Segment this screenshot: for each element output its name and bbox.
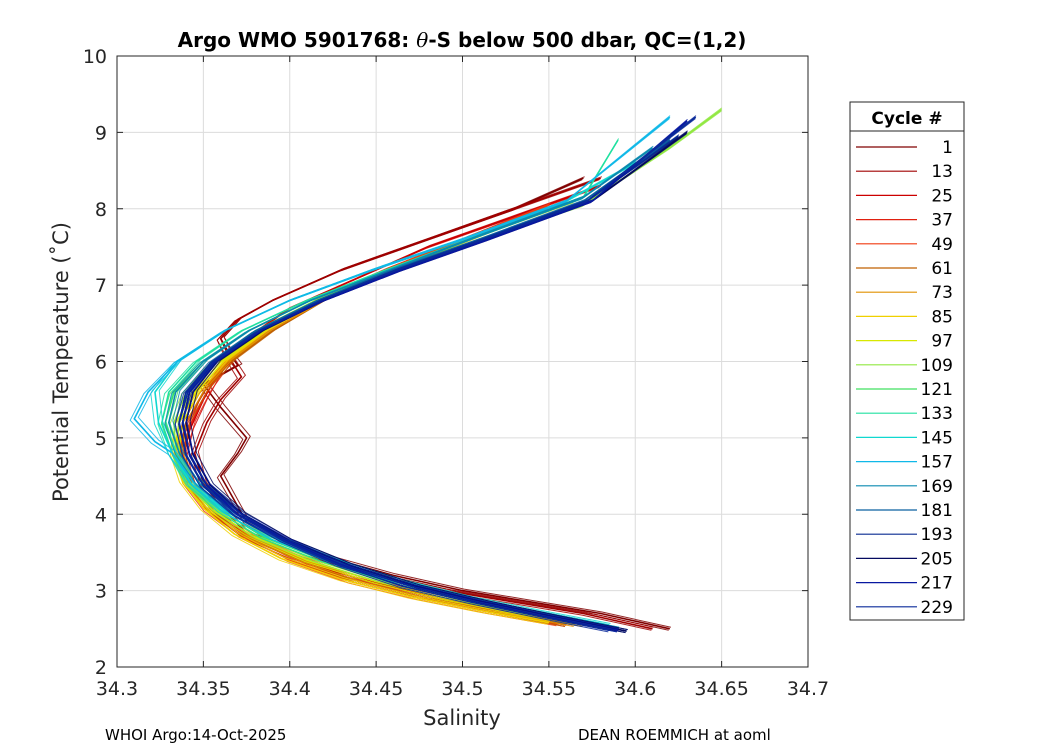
legend: Cycle # 1 13 25 37 49 61 73 85 97 109 121 133 145 157… — [849, 101, 965, 621]
x-tick-label: 34.5 — [441, 678, 483, 700]
legend-label: 169 — [921, 477, 953, 497]
legend-label: 61 — [931, 259, 953, 279]
title-suffix: -S below 500 dbar, QC=(1,2) — [428, 28, 746, 52]
x-tick-label: 34.7 — [787, 678, 829, 700]
legend-label: 205 — [921, 549, 953, 569]
legend-label: 217 — [921, 574, 953, 594]
y-tick-label: 2 — [95, 657, 107, 679]
legend-label: 157 — [921, 453, 953, 473]
x-tick-label: 34.6 — [614, 678, 656, 700]
series-line-variant — [197, 176, 654, 628]
x-tick-label: 34.65 — [694, 678, 748, 700]
x-tick-label: 34.45 — [349, 678, 403, 700]
y-tick-label: 7 — [95, 275, 107, 297]
legend-label: 13 — [931, 162, 953, 182]
x-axis-label: Salinity — [423, 706, 501, 730]
series-line — [178, 116, 697, 632]
x-tick-label: 34.55 — [522, 678, 576, 700]
y-tick-label: 9 — [95, 122, 107, 144]
legend-label: 85 — [931, 307, 953, 327]
footer-left-text: WHOI Argo:14-Oct-2025 — [105, 726, 287, 744]
legend-title: Cycle # — [871, 109, 942, 129]
y-tick-label: 3 — [95, 581, 107, 603]
legend-label: 49 — [931, 235, 953, 255]
x-tick-label: 34.35 — [176, 678, 230, 700]
x-tick-label: 34.4 — [269, 678, 311, 700]
legend-label: 37 — [931, 211, 953, 231]
x-tick-label: 34.3 — [96, 678, 138, 700]
data-lines-group — [129, 107, 723, 634]
footer-right-text: DEAN ROEMMICH at aoml — [578, 726, 771, 744]
legend-label: 193 — [921, 525, 953, 545]
title-theta: θ — [416, 28, 428, 52]
series-line-variant — [174, 118, 696, 633]
series-line-variant — [182, 115, 697, 630]
y-tick-label: 6 — [95, 352, 107, 374]
legend-label: 229 — [921, 598, 953, 618]
legend-label: 133 — [921, 404, 953, 424]
y-axis-label: Potential Temperature (˚C) — [49, 222, 73, 502]
legend-label: 181 — [921, 501, 953, 521]
y-tick-label: 4 — [95, 504, 107, 526]
y-tick-label: 10 — [83, 46, 107, 68]
legend-label: 97 — [931, 332, 953, 352]
y-tick-label: 5 — [95, 428, 107, 450]
legend-label: 25 — [931, 186, 953, 206]
y-tick-label: 8 — [95, 199, 107, 221]
legend-label: 121 — [921, 380, 953, 400]
legend-label: 1 — [942, 138, 953, 158]
axis-ticks: 34.3 34.35 34.4 34.45 34.5 34.55 34.6 34.65 34.7… — [83, 46, 829, 700]
legend-label: 73 — [931, 283, 953, 303]
chart-title: Argo WMO 5901768: θ-S below 500 dbar, QC… — [178, 28, 747, 52]
legend-label: 145 — [921, 428, 953, 448]
legend-label: 109 — [921, 356, 953, 376]
title-prefix: Argo WMO 5901768: — [178, 28, 417, 52]
